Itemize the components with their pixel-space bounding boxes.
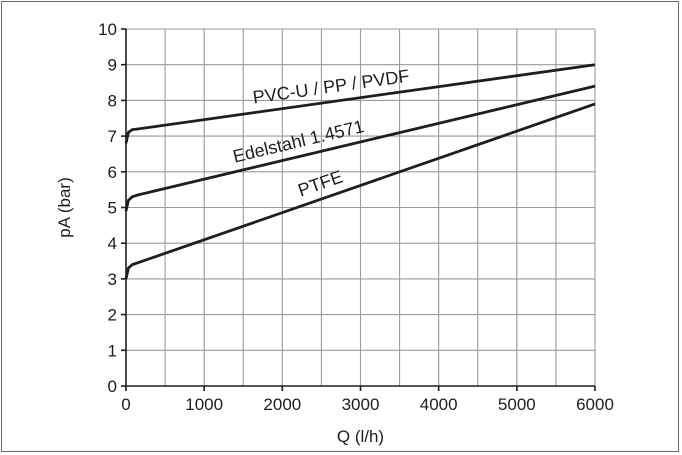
- y-tick-label: 5: [108, 199, 117, 218]
- y-axis-title: pA (bar): [55, 177, 74, 237]
- y-tick-label: 3: [108, 270, 117, 289]
- series-lines: [124, 63, 596, 280]
- grid: [126, 28, 596, 386]
- x-axis-title: Q (l/h): [337, 427, 384, 446]
- series-line-1: [124, 63, 596, 144]
- y-tick-label: 6: [108, 163, 117, 182]
- tick-labels: 0 1000 2000 3000 4000 5000 6000 0 1 2 3 4 5 6 7 8 9 10: [98, 20, 614, 414]
- x-tick-label: 3000: [342, 395, 380, 414]
- y-tick-label: 8: [108, 91, 117, 110]
- x-tick-label: 4000: [420, 395, 458, 414]
- y-tick-label: 7: [108, 127, 117, 146]
- x-tick-label: 6000: [576, 395, 614, 414]
- y-tick-label: 1: [108, 341, 117, 360]
- x-tick-label: 0: [121, 395, 130, 414]
- x-tick-label: 5000: [498, 395, 536, 414]
- y-tick-label: 9: [108, 56, 117, 75]
- y-tick-label: 2: [108, 306, 117, 325]
- series-line-2: [124, 84, 596, 212]
- y-tick-label: 4: [108, 234, 117, 253]
- series-label-2: Edelstahl 1.4571: [231, 116, 366, 167]
- series-line-3: [124, 102, 596, 280]
- x-tick-label: 1000: [185, 395, 223, 414]
- x-tick-label: 2000: [263, 395, 301, 414]
- y-tick-label: 0: [108, 377, 117, 396]
- y-tick-label: 10: [98, 20, 117, 39]
